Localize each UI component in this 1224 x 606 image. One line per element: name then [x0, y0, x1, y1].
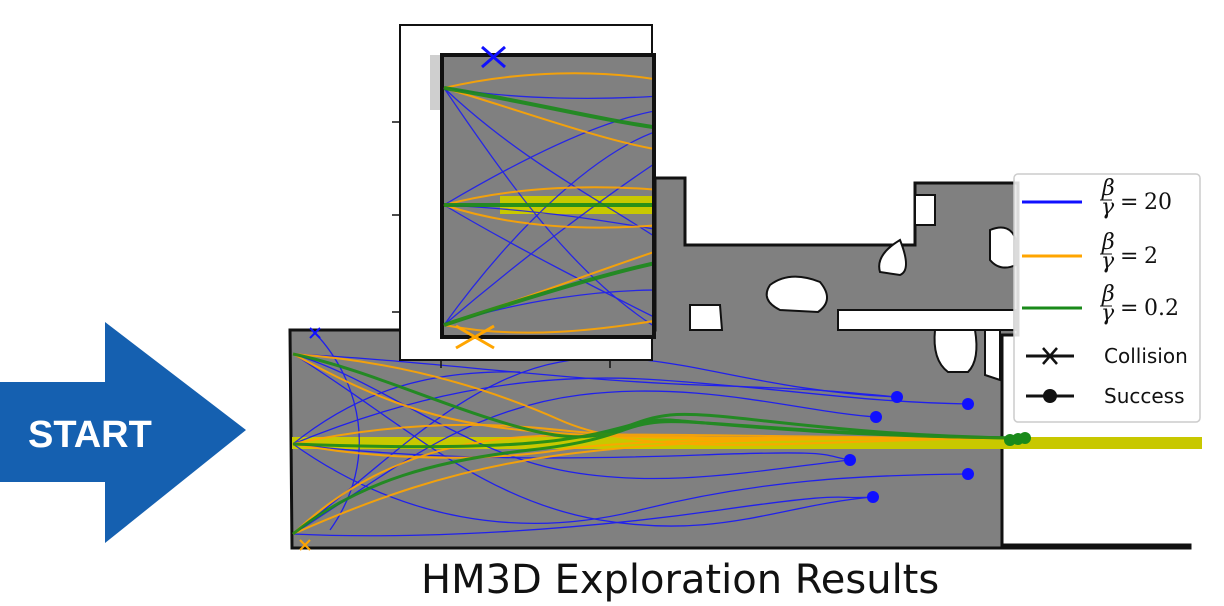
map-obstacle	[989, 226, 1017, 269]
legend-entry-collision: Collision	[1026, 344, 1188, 368]
trajectories	[292, 332, 1202, 537]
collision-x-icon	[309, 327, 321, 339]
collision-x-icon	[1042, 347, 1058, 365]
inset-ticks	[392, 121, 611, 368]
map-obstacle	[933, 329, 978, 373]
trajectory-path	[292, 443, 969, 524]
map-obstacle	[689, 304, 724, 331]
legend-value: 0.2	[1144, 296, 1179, 321]
collision-markers-main	[299, 327, 321, 551]
trajectory-path	[292, 390, 877, 535]
legend-fraction: γ	[1101, 195, 1115, 220]
legend: β γ = 20 β γ = 2 β γ = 0.2 Collision	[1013, 173, 1201, 423]
legend-entry-beta-0.2: β γ = 0.2	[1022, 282, 1179, 326]
success-dot-icon	[870, 411, 882, 423]
legend-entry-beta-20: β γ = 20	[1022, 176, 1172, 220]
map-obstacle	[914, 194, 936, 226]
svg-text:β: β	[1101, 230, 1115, 255]
map-obstacle	[984, 329, 1001, 382]
start-arrow: START	[0, 322, 246, 543]
figure-title: HM3D Exploration Results	[421, 557, 939, 603]
legend-value: 2	[1144, 244, 1158, 269]
svg-text:β: β	[1101, 282, 1115, 307]
collision-x-icon	[299, 539, 311, 551]
legend-entry-beta-2: β γ = 2	[1022, 230, 1158, 274]
svg-text:γ: γ	[1101, 301, 1115, 326]
trajectory-path	[292, 357, 898, 535]
success-dot-icon	[867, 491, 879, 503]
svg-text:=: =	[1120, 296, 1138, 321]
legend-eq: =	[1120, 190, 1138, 215]
success-dot-icon	[1004, 434, 1016, 446]
trajectories-beta-0.2	[292, 352, 1016, 536]
legend-fraction: β	[1101, 176, 1115, 201]
inset-panel	[392, 24, 656, 368]
success-dot-icon	[1043, 389, 1057, 403]
trajectories-beta-20	[292, 332, 969, 537]
right-arrow-icon	[0, 322, 246, 543]
trajectory-path	[292, 353, 874, 527]
success-dot-icon	[962, 468, 974, 480]
trajectory-path	[292, 420, 1016, 536]
legend-collision-label: Collision	[1104, 344, 1188, 368]
map-obstacle	[837, 309, 1017, 331]
legend-value: 20	[1144, 190, 1172, 215]
trajectory-path	[292, 353, 1011, 446]
trajectory-path	[292, 377, 969, 445]
map-obstacle	[878, 238, 907, 277]
start-label: START	[28, 414, 152, 456]
success-dot-icon	[891, 391, 903, 403]
trajectory-path	[314, 332, 360, 531]
legend-entry-success: Success	[1026, 384, 1185, 408]
trajectory-path	[292, 443, 851, 461]
trajectory-path	[292, 353, 898, 398]
inset-trajectories-beta-2	[443, 72, 652, 334]
collision-x-icon	[481, 45, 506, 69]
inset-trajectories-beta-0.2	[443, 86, 652, 327]
success-dot-icon	[962, 398, 974, 410]
svg-text:γ: γ	[1101, 249, 1115, 274]
map-obstacle	[765, 275, 828, 314]
collision-x-icon	[455, 324, 495, 350]
trajectory-path	[292, 353, 851, 480]
svg-text:=: =	[1120, 244, 1138, 269]
inset-trajectories-beta-20	[443, 87, 652, 326]
trajectory-path	[292, 496, 874, 537]
legend-box	[1013, 173, 1201, 423]
success-dot-icon	[844, 454, 856, 466]
success-markers	[844, 391, 1031, 503]
trajectory-path	[292, 437, 1011, 535]
legend-success-label: Success	[1104, 384, 1185, 408]
